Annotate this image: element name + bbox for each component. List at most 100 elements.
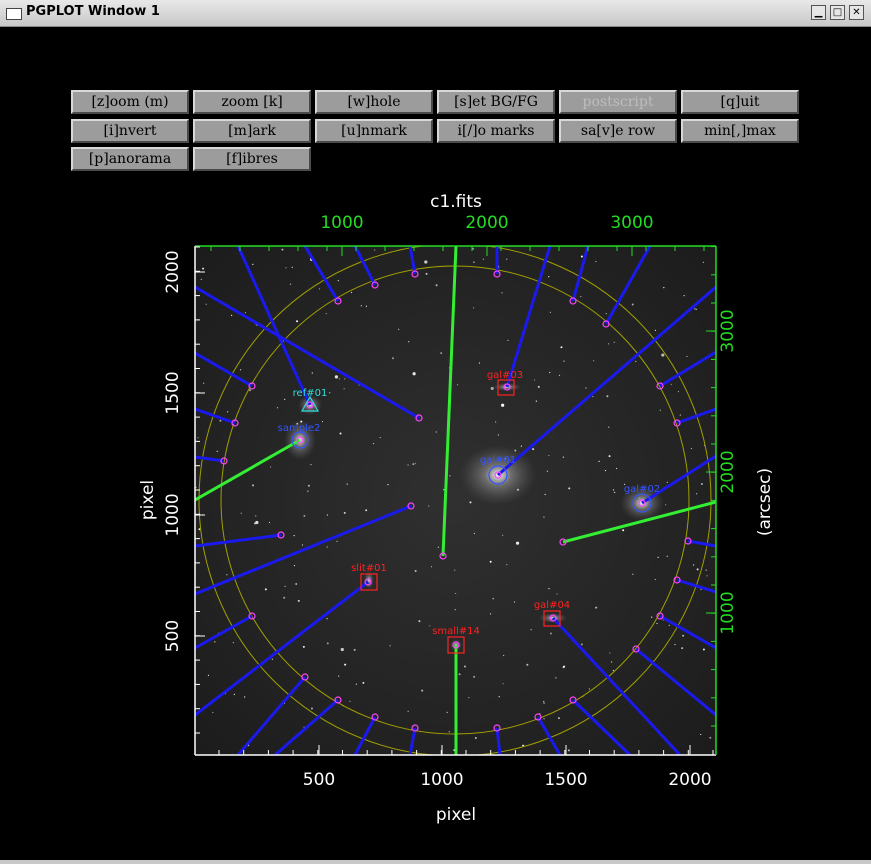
star xyxy=(240,512,242,514)
star xyxy=(244,312,247,314)
fibre-marker xyxy=(559,538,567,546)
star xyxy=(472,307,475,309)
minimize-button[interactable]: ▁ xyxy=(811,5,826,20)
star xyxy=(307,484,310,487)
star xyxy=(663,287,665,289)
star xyxy=(473,675,476,678)
y-tick-label: 500 xyxy=(163,620,183,652)
fibre-line-blue xyxy=(571,698,632,755)
star xyxy=(284,585,286,587)
target-square xyxy=(360,573,378,591)
quit-button[interactable]: [q]uit xyxy=(681,90,799,114)
star xyxy=(681,647,684,650)
fibre-line-blue xyxy=(676,407,716,425)
title-bar[interactable]: PGPLOT Window 1 ▁ □ ✕ xyxy=(0,0,871,27)
star xyxy=(293,534,295,537)
fibre-line-blue xyxy=(497,285,716,477)
min-max-button[interactable]: min[,]max xyxy=(681,119,799,143)
star xyxy=(349,700,351,702)
fibre-line-blue xyxy=(195,580,369,717)
star xyxy=(544,493,546,496)
star xyxy=(506,258,508,260)
set-bg-fg-button[interactable]: [s]et BG/FG xyxy=(437,90,555,114)
fibre-line-green xyxy=(441,246,458,557)
star xyxy=(490,386,494,391)
fibre-marker xyxy=(569,696,577,704)
star xyxy=(212,711,214,714)
star xyxy=(605,313,607,315)
star xyxy=(421,689,424,692)
star xyxy=(661,353,665,357)
star xyxy=(372,442,375,445)
star xyxy=(325,313,327,315)
y2-tick-label: 3000 xyxy=(718,309,738,352)
star xyxy=(435,284,438,287)
fibre-marker xyxy=(569,297,577,305)
star xyxy=(705,569,707,571)
star xyxy=(474,736,477,739)
star xyxy=(329,392,331,394)
star xyxy=(336,540,338,542)
star xyxy=(455,592,457,595)
invert-button[interactable]: [i]nvert xyxy=(71,119,189,143)
maximize-button[interactable]: □ xyxy=(830,5,845,20)
y-tick-label: 1000 xyxy=(163,493,183,536)
star xyxy=(567,749,570,752)
star xyxy=(291,266,293,268)
star xyxy=(255,515,257,517)
star xyxy=(408,341,410,343)
star xyxy=(469,501,472,504)
star xyxy=(612,669,614,672)
star xyxy=(429,625,431,627)
fibres-button[interactable]: [f]ibres xyxy=(193,147,311,171)
save-row-button[interactable]: sa[v]e row xyxy=(559,119,677,143)
postscript-button[interactable]: postscript xyxy=(559,90,677,114)
window-menu-icon[interactable] xyxy=(6,8,22,20)
panorama-button[interactable]: [p]anorama xyxy=(71,147,189,171)
unmark-button[interactable]: [u]nmark xyxy=(315,119,433,143)
star xyxy=(360,305,362,307)
star xyxy=(252,484,255,487)
fibre-line-green xyxy=(562,500,716,544)
plot-title: c1.fits xyxy=(430,192,482,212)
fibre-marker xyxy=(411,724,419,732)
io-marks-button[interactable]: i[/]o marks xyxy=(437,119,555,143)
star xyxy=(468,696,470,699)
star xyxy=(543,702,545,704)
fibre-line-blue xyxy=(505,246,552,388)
star xyxy=(449,475,451,477)
fibre-line-blue xyxy=(495,727,502,755)
reference-triangle xyxy=(300,395,320,412)
star xyxy=(502,683,504,685)
fibre-marker xyxy=(632,645,640,653)
star xyxy=(454,609,456,611)
star xyxy=(533,379,536,381)
star xyxy=(389,645,391,647)
star xyxy=(232,642,235,644)
fibre-line-blue xyxy=(195,285,420,420)
star xyxy=(543,516,545,518)
zoom-k-button[interactable]: zoom [k] xyxy=(193,90,311,114)
star xyxy=(696,568,699,571)
tick-marks xyxy=(195,246,716,755)
star xyxy=(293,564,296,567)
close-button[interactable]: ✕ xyxy=(849,5,864,20)
star xyxy=(231,314,233,316)
star xyxy=(522,744,525,747)
object-label-gal04: gal#04 xyxy=(534,600,570,611)
fibre-marker xyxy=(220,457,228,465)
star xyxy=(365,305,367,307)
star xyxy=(682,634,685,637)
x2-tick-label: 3000 xyxy=(610,213,653,233)
whole-button[interactable]: [w]hole xyxy=(315,90,433,114)
zoom-m-button[interactable]: [z]oom (m) xyxy=(71,90,189,114)
star xyxy=(339,432,342,435)
fibre-marker xyxy=(411,270,419,278)
star xyxy=(343,511,346,514)
star xyxy=(635,360,637,363)
mark-button[interactable]: [m]ark xyxy=(193,119,311,143)
star xyxy=(283,596,286,599)
star xyxy=(414,462,416,464)
fibre-marker xyxy=(415,414,423,422)
